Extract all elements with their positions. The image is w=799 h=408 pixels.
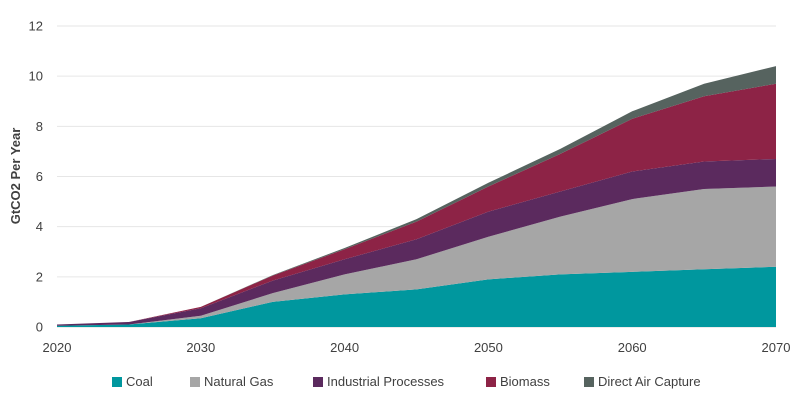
y-axis-title: GtCO2 Per Year bbox=[8, 128, 23, 225]
x-tick-label: 2070 bbox=[762, 340, 791, 355]
y-tick-label: 2 bbox=[36, 269, 43, 284]
x-tick-label: 2020 bbox=[43, 340, 72, 355]
area-natural-gas bbox=[57, 186, 776, 326]
legend-swatch-industrial-processes bbox=[313, 377, 323, 387]
y-tick-label: 12 bbox=[29, 19, 43, 34]
y-tick-label: 0 bbox=[36, 320, 43, 335]
series-areas bbox=[57, 66, 776, 327]
y-tick-labels: 0 2 4 6 8 10 12 bbox=[29, 19, 43, 335]
legend-label-natural-gas: Natural Gas bbox=[204, 374, 274, 389]
area-direct-air-capture bbox=[57, 66, 776, 325]
x-tick-label: 2050 bbox=[474, 340, 503, 355]
y-tick-label: 10 bbox=[29, 69, 43, 84]
area-coal bbox=[57, 266, 776, 327]
legend-label-direct-air-capture: Direct Air Capture bbox=[598, 374, 701, 389]
x-tick-labels: 2020 2030 2040 2050 2060 2070 bbox=[43, 340, 791, 355]
legend: Coal Natural Gas Industrial Processes Bioma… bbox=[112, 374, 701, 389]
legend-swatch-direct-air-capture bbox=[584, 377, 594, 387]
y-tick-label: 4 bbox=[36, 219, 43, 234]
x-tick-label: 2060 bbox=[618, 340, 647, 355]
area-industrial-processes bbox=[57, 158, 776, 326]
y-tick-label: 8 bbox=[36, 119, 43, 134]
area-biomass bbox=[57, 83, 776, 325]
x-tick-label: 2040 bbox=[330, 340, 359, 355]
legend-swatch-natural-gas bbox=[190, 377, 200, 387]
legend-swatch-coal bbox=[112, 377, 122, 387]
legend-label-biomass: Biomass bbox=[500, 374, 550, 389]
x-tick-label: 2030 bbox=[186, 340, 215, 355]
legend-label-coal: Coal bbox=[126, 374, 153, 389]
legend-label-industrial-processes: Industrial Processes bbox=[327, 374, 445, 389]
y-tick-label: 6 bbox=[36, 169, 43, 184]
legend-swatch-biomass bbox=[486, 377, 496, 387]
